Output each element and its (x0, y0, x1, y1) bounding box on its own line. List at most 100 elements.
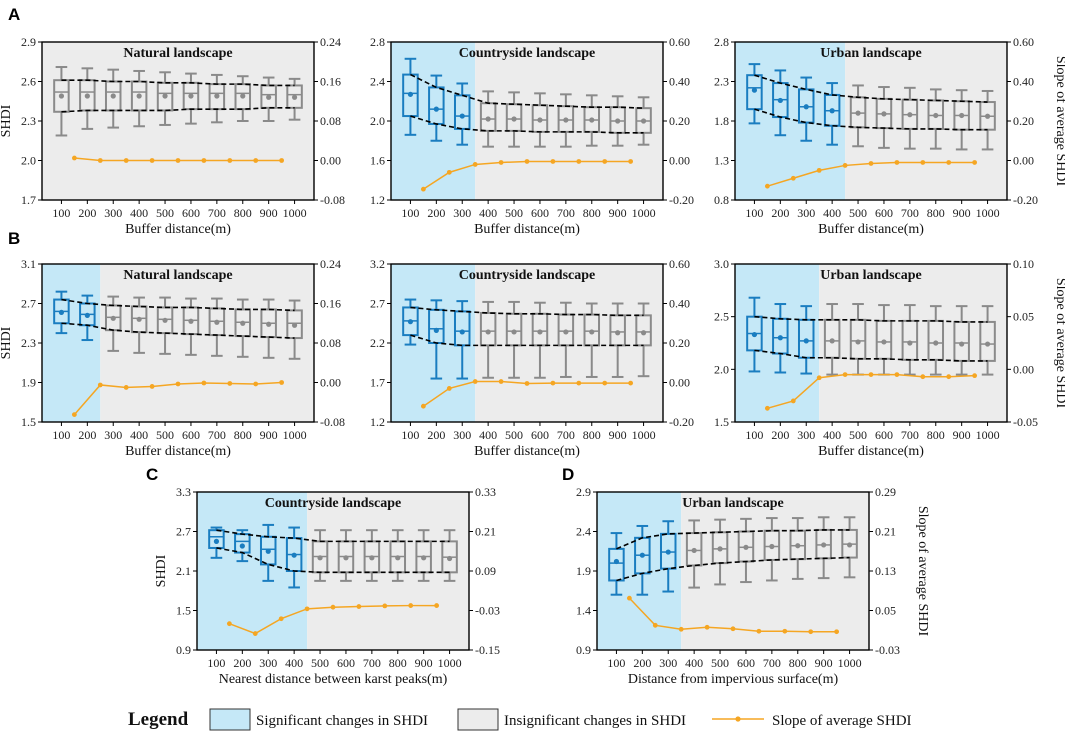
y2-tick-label: -0.08 (320, 415, 345, 429)
y2-axis-label: Slope of average SHDI (1053, 56, 1065, 187)
box-800 (583, 302, 601, 378)
slope-point (123, 158, 129, 163)
mean-marker (855, 339, 861, 345)
slope-point (894, 372, 900, 377)
slope-point (356, 604, 362, 609)
x-tick-label: 500 (311, 656, 329, 670)
mean-marker (691, 547, 697, 554)
mean-marker (291, 94, 298, 100)
slope-point (227, 381, 233, 386)
mean-marker (821, 542, 827, 548)
mean-marker (777, 335, 783, 341)
slope-point (808, 629, 814, 635)
q3-trend-dashed (754, 74, 988, 103)
box-iqr (659, 532, 677, 570)
mean-marker (110, 93, 116, 99)
y2-tick-label: 0.16 (320, 75, 341, 89)
slope-point (704, 624, 710, 630)
box-400 (130, 296, 148, 354)
mean-marker (589, 117, 595, 123)
x-tick-label: 400 (685, 656, 703, 670)
y-tick-label: 2.6 (21, 75, 36, 89)
mean-marker (136, 93, 142, 99)
x-tick-label: 400 (479, 206, 497, 220)
x-tick-label: 800 (389, 656, 407, 670)
slope-point (175, 158, 181, 163)
mean-marker (563, 117, 569, 123)
y-tick-label: 3.0 (714, 257, 729, 271)
mean-marker (769, 543, 775, 550)
x-tick-label: 100 (52, 206, 70, 220)
q1-trend-dashed (61, 107, 295, 113)
x-tick-label: 800 (927, 206, 945, 220)
box-iqr (479, 311, 497, 347)
x-tick-label: 600 (875, 428, 893, 442)
box-500 (849, 84, 867, 148)
x-axis-label: Buffer distance(m) (474, 444, 580, 459)
y2-tick-label: 0.40 (1013, 75, 1034, 89)
box-300 (659, 520, 677, 593)
insignificant-region (819, 264, 1007, 422)
slope-point (201, 158, 207, 163)
x-tick-label: 100 (607, 656, 625, 670)
slope-point (279, 380, 285, 385)
chart-title: Urban landscape (820, 46, 922, 61)
y-tick-label: 0.9 (176, 643, 191, 657)
y-tick-label: 0.8 (714, 193, 729, 207)
mean-marker (933, 112, 939, 119)
slope-point (71, 412, 77, 417)
mean-marker (640, 330, 647, 336)
slope-point (946, 160, 952, 165)
x-axis-label: Buffer distance(m) (125, 444, 231, 459)
q3-trend-dashed (410, 73, 644, 109)
box-iqr (797, 88, 815, 124)
slope-point (330, 604, 336, 610)
slope-point (226, 621, 232, 627)
x-tick-label: 200 (427, 428, 445, 442)
slope-point (628, 380, 634, 386)
x-tick-label: 1000 (438, 656, 462, 670)
q3-trend-dashed (754, 315, 988, 323)
mean-marker (511, 116, 517, 122)
box-400 (479, 90, 497, 148)
slope-point (472, 379, 478, 384)
plot-frame (734, 263, 1008, 423)
x-tick-label: 500 (849, 428, 867, 442)
q3-trend-dashed (216, 529, 450, 543)
mean-marker (239, 543, 245, 549)
mean-marker (639, 552, 645, 558)
x-tick-label: 300 (797, 206, 815, 220)
x-tick-label: 400 (285, 656, 303, 670)
x-tick-label: 100 (745, 206, 763, 220)
panel-label-c: C (146, 465, 158, 484)
insignificant-region (307, 492, 469, 650)
x-axis-label: Buffer distance(m) (818, 444, 924, 459)
slope-point (730, 626, 736, 632)
x-tick-label: 200 (78, 206, 96, 220)
x-tick-label: 800 (789, 656, 807, 670)
box-1000 (635, 302, 652, 378)
q3-trend-dashed (61, 298, 295, 312)
y2-tick-label: 0.60 (1013, 35, 1034, 49)
y2-tick-label: 0.00 (320, 376, 341, 390)
mean-marker (317, 555, 323, 561)
mean-marker (803, 104, 809, 110)
y2-tick-label: 0.20 (1013, 114, 1034, 128)
mean-marker (615, 330, 621, 336)
box-iqr (234, 83, 252, 111)
y2-tick-label: -0.03 (475, 604, 500, 618)
slope-point (446, 386, 452, 391)
slope-point (678, 626, 684, 632)
y-tick-label: 2.8 (370, 35, 385, 49)
y-tick-label: 2.7 (176, 525, 191, 539)
x-tick-label: 1000 (283, 428, 307, 442)
y2-tick-label: -0.15 (475, 643, 500, 657)
x-tick-label: 500 (849, 206, 867, 220)
box-900 (609, 302, 626, 378)
chart-title: Countryside landscape (459, 46, 596, 61)
q1-trend-dashed (61, 322, 295, 339)
x-tick-label: 1000 (976, 428, 1000, 442)
chart-b1: 1.5 1.9 2.3 2.7 3.1 -0.08 0.00 0.08 0.16 0.24 100 2… (0, 257, 345, 459)
mean-marker (213, 538, 220, 544)
mean-marker (214, 319, 220, 325)
